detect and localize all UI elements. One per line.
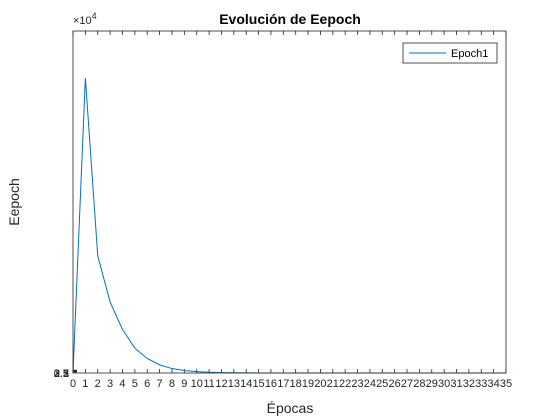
x-tick-label-2: 2: [95, 378, 101, 390]
x-tick-label-33: 33: [475, 378, 487, 390]
x-tick-label-14: 14: [240, 378, 252, 390]
legend-entry-epoch1: Epoch1: [451, 48, 488, 60]
y-tick-label-1: 1: [63, 368, 69, 380]
x-tick-label-27: 27: [401, 378, 413, 390]
x-tick-label-19: 19: [302, 378, 314, 390]
x-tick-label-11: 11: [203, 378, 214, 390]
x-tick-label-24: 24: [364, 378, 376, 390]
y-exponent-power: 4: [92, 11, 97, 21]
x-tick-label-7: 7: [157, 378, 163, 390]
x-axis-label: Épocas: [267, 400, 314, 416]
x-tick-label-5: 5: [132, 378, 138, 390]
x-tick-label-20: 20: [314, 378, 326, 390]
plot-area: [73, 31, 506, 373]
x-tick-label-25: 25: [376, 378, 388, 390]
x-tick-label-21: 21: [327, 378, 339, 390]
x-tick-label-34: 34: [488, 378, 500, 390]
y-exponent-label: ×104: [73, 11, 97, 27]
y-axis-label: Eepoch: [6, 178, 22, 225]
x-tick-label-3: 3: [107, 378, 113, 390]
x-tick-label-26: 26: [389, 378, 401, 390]
y-axis-ticks: 0.511.522.533.5: [54, 368, 77, 380]
x-tick-label-22: 22: [339, 378, 351, 390]
x-axis-ticks: 0 1 2 3 4 5 6 7 8 9 10 11 12 13 14 15 16 17 18 19 20 21 22 23 24…: [70, 31, 512, 390]
y-tick-label-5: 3: [63, 368, 69, 380]
x-tick-label-8: 8: [169, 378, 175, 390]
y-tick-label-6: 3.5: [54, 368, 69, 380]
plot-frame: [72, 30, 507, 374]
x-tick-label-35: 35: [500, 378, 512, 390]
x-tick-label-0: 0: [70, 378, 76, 390]
x-tick-label-29: 29: [426, 378, 438, 390]
x-tick-label-32: 32: [463, 378, 475, 390]
x-tick-label-28: 28: [413, 378, 425, 390]
x-tick-label-16: 16: [265, 378, 277, 390]
legend: Epoch1: [402, 42, 498, 64]
x-tick-label-18: 18: [290, 378, 302, 390]
legend-box: [402, 42, 498, 64]
x-tick-label-9: 9: [181, 378, 187, 390]
y-tick-label-0: 0.5: [54, 368, 69, 380]
chart-title: Evolución de Eepoch: [219, 11, 361, 27]
y-exponent-base: ×10: [73, 15, 92, 27]
x-tick-label-30: 30: [438, 378, 450, 390]
y-tick-label-3: 2: [63, 368, 69, 380]
x-tick-label-12: 12: [215, 378, 227, 390]
y-tick-label-2: 1.5: [54, 368, 69, 380]
y-tick-label-4: 2.5: [54, 368, 69, 380]
x-tick-label-10: 10: [191, 378, 203, 390]
x-tick-label-31: 31: [450, 378, 462, 390]
x-tick-label-13: 13: [228, 378, 240, 390]
x-tick-label-17: 17: [277, 378, 289, 390]
x-tick-label-15: 15: [252, 378, 264, 390]
x-tick-label-1: 1: [82, 378, 88, 390]
x-tick-label-6: 6: [144, 378, 150, 390]
x-tick-label-4: 4: [119, 378, 125, 390]
x-tick-label-23: 23: [351, 378, 363, 390]
